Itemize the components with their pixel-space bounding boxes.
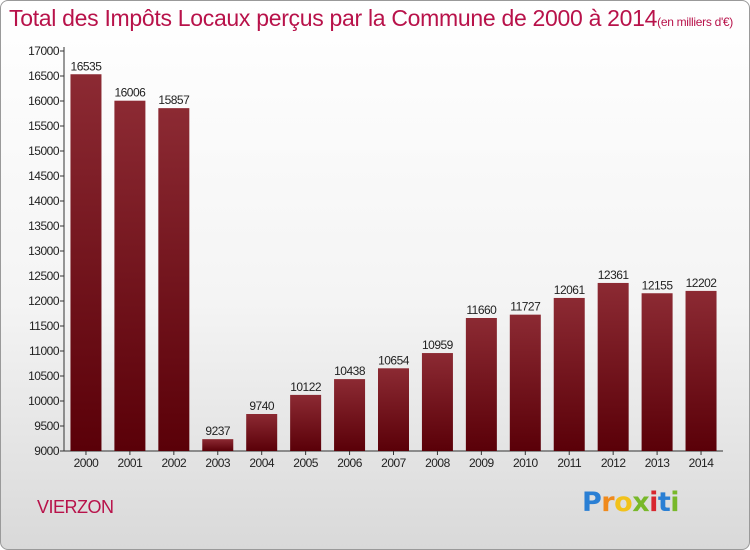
bar-value-label: 10654 [378,353,410,367]
x-tick-label: 2011 [557,456,582,470]
y-tick-label: 10000 [28,394,60,408]
bar-2014 [685,290,717,451]
x-tick-label: 2013 [645,456,671,470]
logo-letter: P [582,487,602,518]
y-tick-label: 9500 [34,419,60,433]
bar-2000 [70,74,102,451]
bar-value-label: 16535 [71,59,103,73]
x-tick-label: 2006 [337,456,363,470]
bar-value-label: 11727 [510,300,541,314]
bar-value-label: 16006 [114,86,146,100]
bar-value-label: 15857 [158,93,190,107]
bar-value-label: 12202 [686,276,718,290]
bar-2005 [290,394,322,451]
chart-axes: 9000 9500 10000 10500 11000 11500 12000 12500 13… [28,44,723,458]
y-tick-label: 12500 [28,269,60,283]
chart-unit: (en milliers d'€) [657,15,734,29]
y-tick-label: 16500 [28,69,60,83]
x-tick-label: 2002 [161,456,187,470]
logo-letter: o [614,487,633,518]
bar-2006 [334,379,366,451]
x-tick-label: 2009 [469,456,495,470]
bar-value-label: 10959 [422,338,454,352]
logo-letter: x [632,487,650,518]
bar-value-label: 10122 [290,380,322,394]
x-tick-label: 2012 [601,456,627,470]
logo-letter: t [657,487,671,518]
logo-letter: r [601,487,615,518]
y-tick-label: 15000 [28,144,60,158]
bar-2011 [553,297,585,451]
logo-letter: i [670,487,680,518]
x-tick-label: 2005 [293,456,319,470]
x-tick-label: 2014 [689,456,715,470]
x-tick-label: 2003 [205,456,231,470]
bar-value-label: 12361 [598,268,630,282]
chart-title-text: Total des Impôts Locaux perçus par la Co… [9,5,658,31]
x-tick-label: 2008 [425,456,451,470]
chart-labels: 16535 2000 16006 2001 15857 2002 9237 2003 9740 2… [71,59,718,470]
y-tick-label: 14500 [28,169,60,183]
x-tick-label: 2007 [381,456,407,470]
bar-2013 [641,293,673,451]
bar-value-label: 9740 [249,399,275,413]
bar-value-label: 11660 [466,303,497,317]
y-tick-label: 17000 [28,44,60,58]
y-tick-label: 11000 [29,344,60,358]
bar-value-label: 12155 [642,278,674,292]
x-tick-label: 2010 [513,456,539,470]
bar-value-label: 12061 [554,283,586,297]
bar-2002 [158,108,190,452]
y-tick-label: 12000 [28,294,60,308]
y-tick-label: 13000 [28,244,60,258]
y-tick-label: 14000 [28,194,60,208]
commune-name: VIERZON [37,497,114,517]
y-tick-label: 15500 [28,119,60,133]
bar-2007 [378,368,409,451]
proxiti-logo: Proxiti [582,487,680,518]
x-tick-label: 2000 [74,456,100,470]
bar-2009 [465,318,497,451]
bar-2010 [509,314,541,451]
bar-2012 [597,282,629,451]
bar-2008 [421,353,453,451]
y-tick-label: 9000 [34,444,60,458]
bar-2003 [202,439,234,451]
bar-2001 [114,100,146,451]
bar-2004 [246,414,278,451]
y-tick-label: 16000 [28,94,60,108]
chart-bars [70,74,717,452]
logo-letter: i [649,487,658,518]
chart-title: Total des Impôts Locaux perçus par la Co… [9,5,733,32]
bar-value-label: 9237 [205,424,231,438]
bar-value-label: 10438 [334,364,366,378]
x-tick-label: 2001 [118,456,144,470]
y-tick-label: 10500 [28,369,60,383]
y-tick-label: 13500 [28,219,60,233]
y-tick-label: 11500 [29,319,60,333]
x-tick-label: 2004 [249,456,275,470]
